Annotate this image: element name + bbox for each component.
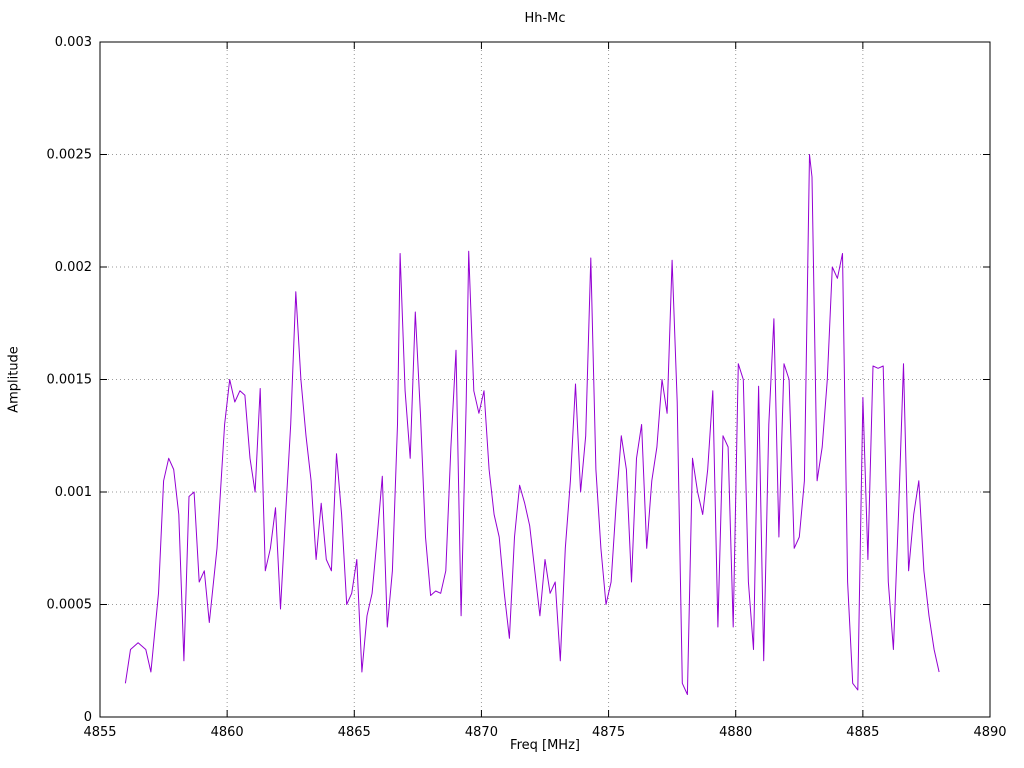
- y-tick-label: 0.0025: [47, 148, 93, 163]
- x-tick-label: 4890: [973, 725, 1006, 740]
- x-tick-label: 4880: [719, 725, 752, 740]
- data-line: [124, 154, 940, 695]
- y-tick-label: 0.003: [55, 35, 92, 50]
- y-tick-label: 0.0015: [47, 373, 93, 388]
- x-tick-label: 4865: [338, 725, 371, 740]
- x-tick-label: 4855: [83, 725, 116, 740]
- x-tick-label: 4885: [846, 725, 879, 740]
- x-tick-label: 4875: [592, 725, 625, 740]
- y-tick-label: 0.001: [55, 485, 92, 500]
- x-axis-label: Freq [MHz]: [510, 738, 580, 753]
- y-tick-label: 0: [84, 710, 92, 725]
- x-tick-label: 4870: [465, 725, 498, 740]
- y-tick-label: 0.0005: [47, 598, 93, 613]
- y-tick-label: 0.002: [55, 260, 92, 275]
- chart-title: Hh-Mc: [524, 11, 566, 26]
- x-tick-label: 4860: [211, 725, 244, 740]
